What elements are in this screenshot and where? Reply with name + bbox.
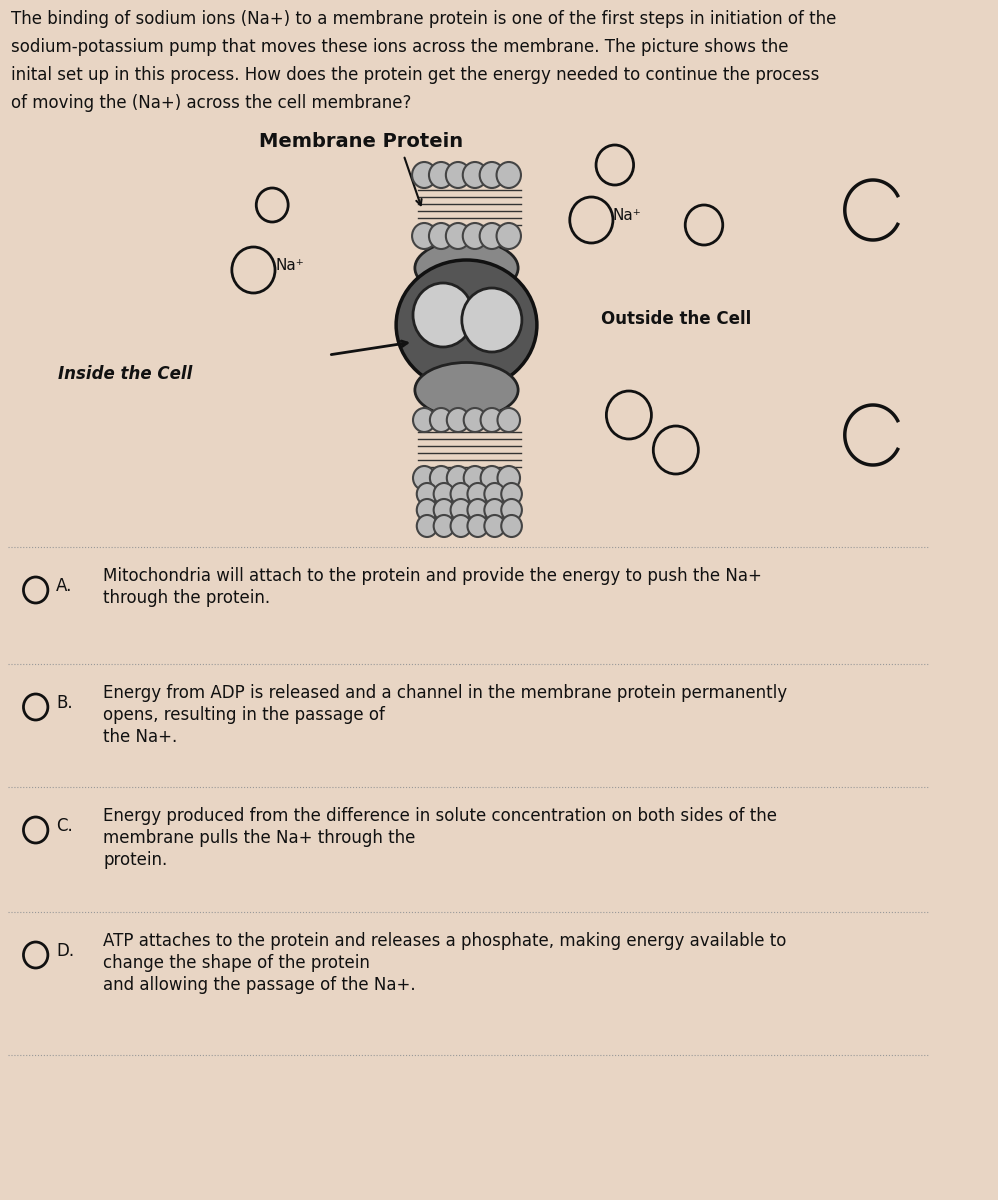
Circle shape [413, 408, 435, 432]
Circle shape [467, 482, 488, 505]
Circle shape [501, 499, 522, 521]
Text: through the protein.: through the protein. [103, 589, 270, 607]
Circle shape [434, 499, 454, 521]
Circle shape [497, 408, 520, 432]
Circle shape [480, 223, 504, 248]
Text: ATP attaches to the protein and releases a phosphate, making energy available to: ATP attaches to the protein and releases… [103, 932, 786, 950]
Circle shape [434, 482, 454, 505]
Circle shape [467, 499, 488, 521]
Circle shape [497, 223, 521, 248]
Text: Inside the Cell: Inside the Cell [58, 365, 193, 383]
Text: D.: D. [56, 942, 75, 960]
Text: membrane pulls the Na+ through the: membrane pulls the Na+ through the [103, 829, 415, 847]
Circle shape [501, 515, 522, 538]
Circle shape [417, 515, 437, 538]
Text: of moving the (Na+) across the cell membrane?: of moving the (Na+) across the cell memb… [11, 94, 411, 112]
Circle shape [447, 466, 469, 490]
Circle shape [430, 408, 452, 432]
Circle shape [450, 499, 471, 521]
Circle shape [429, 162, 453, 188]
Circle shape [417, 499, 437, 521]
Text: C.: C. [56, 817, 73, 835]
Circle shape [501, 482, 522, 505]
Text: Membrane Protein: Membrane Protein [259, 132, 463, 151]
Text: change the shape of the protein: change the shape of the protein [103, 954, 370, 972]
Circle shape [484, 482, 505, 505]
Text: The binding of sodium ions (Na+) to a membrane protein is one of the first steps: The binding of sodium ions (Na+) to a me… [11, 10, 836, 28]
Circle shape [446, 223, 470, 248]
Circle shape [446, 162, 470, 188]
Text: Energy produced from the difference in solute concentration on both sides of the: Energy produced from the difference in s… [103, 806, 777, 826]
Circle shape [450, 515, 471, 538]
Ellipse shape [415, 362, 518, 418]
Circle shape [434, 515, 454, 538]
Ellipse shape [396, 260, 537, 390]
Circle shape [413, 283, 473, 347]
Circle shape [429, 223, 453, 248]
Circle shape [447, 408, 469, 432]
Circle shape [412, 162, 436, 188]
Circle shape [497, 466, 520, 490]
Circle shape [417, 482, 437, 505]
Circle shape [484, 515, 505, 538]
Circle shape [413, 466, 435, 490]
Text: Mitochondria will attach to the protein and provide the energy to push the Na+: Mitochondria will attach to the protein … [103, 566, 762, 584]
Circle shape [497, 162, 521, 188]
Circle shape [484, 499, 505, 521]
Text: A.: A. [56, 577, 73, 595]
Circle shape [467, 515, 488, 538]
Text: inital set up in this process. How does the protein get the energy needed to con: inital set up in this process. How does … [11, 66, 819, 84]
Circle shape [412, 223, 436, 248]
Circle shape [450, 482, 471, 505]
Text: Na⁺: Na⁺ [613, 208, 642, 222]
Text: Outside the Cell: Outside the Cell [601, 310, 750, 328]
Circle shape [481, 408, 503, 432]
Circle shape [462, 288, 522, 352]
Text: Energy from ADP is released and a channel in the membrane protein permanently: Energy from ADP is released and a channe… [103, 684, 787, 702]
Circle shape [480, 162, 504, 188]
Circle shape [430, 466, 452, 490]
Circle shape [463, 162, 487, 188]
Text: opens, resulting in the passage of: opens, resulting in the passage of [103, 706, 385, 724]
Text: sodium-potassium pump that moves these ions across the membrane. The picture sho: sodium-potassium pump that moves these i… [11, 38, 788, 56]
Text: and allowing the passage of the Na+.: and allowing the passage of the Na+. [103, 976, 416, 994]
Circle shape [481, 466, 503, 490]
Text: Na⁺: Na⁺ [275, 258, 303, 272]
Text: B.: B. [56, 694, 73, 712]
Circle shape [464, 408, 486, 432]
Ellipse shape [415, 240, 518, 295]
Text: the Na+.: the Na+. [103, 728, 178, 746]
Circle shape [463, 223, 487, 248]
Circle shape [464, 466, 486, 490]
Text: protein.: protein. [103, 851, 168, 869]
